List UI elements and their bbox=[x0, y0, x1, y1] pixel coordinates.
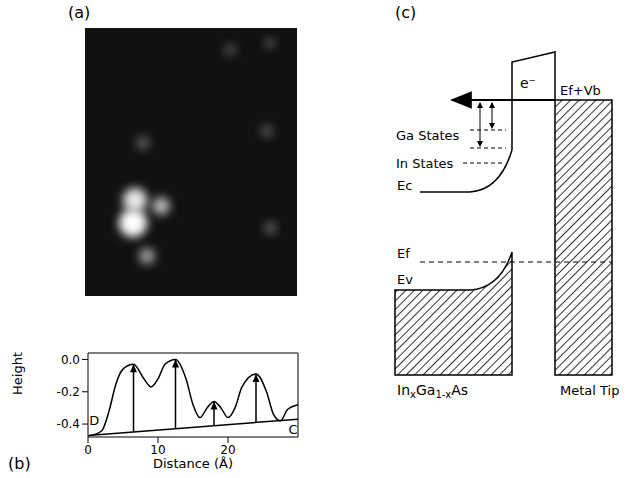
svg-text:Ga States: Ga States bbox=[396, 128, 460, 143]
svg-text:Ef: Ef bbox=[397, 246, 410, 261]
svg-text:Metal Tip: Metal Tip bbox=[560, 383, 619, 398]
svg-text:0.0: 0.0 bbox=[61, 353, 80, 367]
svg-text:0: 0 bbox=[84, 443, 92, 457]
html-text:(a): (a) bbox=[68, 3, 91, 22]
svg-text:e⁻: e⁻ bbox=[520, 75, 536, 91]
svg-text:20: 20 bbox=[220, 443, 235, 457]
svg-text:-0.4: -0.4 bbox=[57, 417, 80, 431]
svg-text:Ev: Ev bbox=[397, 272, 413, 287]
svg-text:Ec: Ec bbox=[397, 178, 412, 193]
svg-text:C: C bbox=[289, 422, 298, 437]
svg-text:Ef+Vb: Ef+Vb bbox=[560, 83, 601, 98]
html-text:(b): (b) bbox=[8, 454, 31, 473]
html-text:(c): (c) bbox=[395, 3, 417, 22]
svg-text:D: D bbox=[89, 413, 99, 428]
svg-text:Height: Height bbox=[10, 352, 25, 395]
svg-text:10: 10 bbox=[150, 443, 165, 457]
svg-text:Distance (Å): Distance (Å) bbox=[153, 456, 233, 471]
svg-text:InxGa1-xAs: InxGa1-xAs bbox=[397, 382, 468, 400]
svg-text:In States: In States bbox=[396, 156, 454, 171]
svg-text:-0.2: -0.2 bbox=[57, 385, 80, 399]
